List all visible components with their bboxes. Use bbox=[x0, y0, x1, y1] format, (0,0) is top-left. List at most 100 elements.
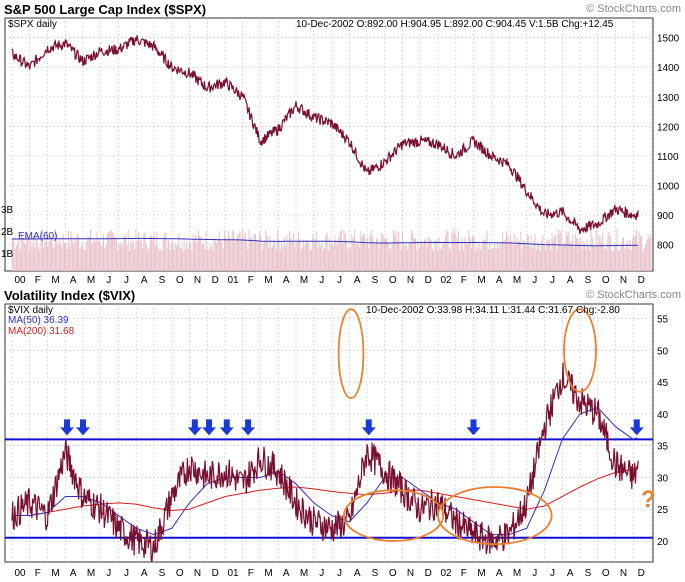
spx-volume-bar bbox=[606, 250, 608, 271]
spx-xtick-label: 00 bbox=[14, 275, 26, 286]
spx-volume-bar bbox=[461, 237, 463, 271]
vix-ma50-line bbox=[12, 407, 638, 536]
vix-xtick-label: 02 bbox=[440, 568, 452, 579]
spx-volume-bar bbox=[586, 239, 588, 271]
spx-volume-bar bbox=[305, 242, 307, 271]
spx-volume-bar bbox=[77, 234, 78, 271]
spx-volume-bar bbox=[14, 248, 16, 271]
spx-volume-tick: 3B bbox=[1, 205, 14, 216]
spx-volume-bar bbox=[23, 241, 25, 271]
spx-volume-bar bbox=[190, 241, 192, 271]
spx-ytick-label: 900 bbox=[657, 211, 674, 222]
spx-volume-bar bbox=[428, 238, 429, 271]
spx-volume-bar bbox=[132, 241, 134, 271]
vix-ytick-label: 50 bbox=[657, 346, 669, 357]
spx-volume-bar bbox=[51, 236, 52, 271]
spx-volume-bar bbox=[166, 247, 168, 271]
spx-volume-bar bbox=[577, 238, 579, 271]
spx-volume-bar bbox=[607, 234, 609, 271]
spx-volume-bar bbox=[317, 248, 319, 271]
spx-volume-bar bbox=[554, 235, 556, 271]
spx-volume-bar bbox=[303, 240, 305, 271]
spx-volume-bar bbox=[160, 249, 162, 271]
spx-volume-bar bbox=[217, 239, 219, 271]
spx-volume-bar bbox=[416, 249, 418, 271]
spx-volume-bar bbox=[105, 245, 107, 271]
spx-volume-bar bbox=[520, 231, 522, 271]
spx-volume-bar bbox=[535, 249, 537, 271]
spx-volume-bar bbox=[179, 247, 181, 271]
spx-volume-bar bbox=[265, 229, 267, 271]
spx-volume-bar bbox=[242, 229, 244, 271]
spx-volume-bar bbox=[480, 249, 481, 271]
spx-volume-bar bbox=[25, 244, 26, 271]
spx-volume-bar bbox=[511, 240, 513, 271]
spx-volume-bar bbox=[142, 248, 143, 271]
spx-volume-bar bbox=[155, 245, 156, 271]
vix-xtick-label: M bbox=[513, 568, 521, 579]
spx-volume-bar bbox=[210, 244, 212, 271]
spx-xtick-label: O bbox=[389, 275, 397, 286]
spx-volume-bar bbox=[525, 246, 527, 271]
spx-volume-bar bbox=[364, 235, 366, 271]
spx-volume-bar bbox=[235, 240, 237, 271]
spx-volume-bar bbox=[67, 230, 69, 271]
spx-xtick-label: A bbox=[496, 275, 503, 286]
spx-volume-bar bbox=[413, 237, 415, 271]
spx-volume-bar bbox=[171, 240, 173, 271]
down-arrow-icon bbox=[629, 419, 644, 436]
spx-volume-bar bbox=[552, 241, 554, 271]
spx-volume-bar bbox=[439, 248, 441, 271]
spx-volume-bar bbox=[376, 238, 377, 271]
spx-volume-bar bbox=[435, 240, 437, 271]
spx-volume-bar bbox=[597, 245, 598, 271]
spx-volume-bar bbox=[279, 250, 281, 271]
spx-volume-bar bbox=[174, 243, 176, 271]
spx-volume-bar bbox=[158, 250, 160, 271]
spx-xtick-label: M bbox=[264, 275, 272, 286]
vix-ma200-label: MA(200) 31.68 bbox=[8, 326, 75, 337]
spx-volume-bar bbox=[451, 232, 453, 271]
spx-volume-bar bbox=[344, 233, 346, 271]
spx-volume-bar bbox=[329, 239, 331, 271]
spx-volume-bar bbox=[460, 244, 462, 271]
spx-volume-bar bbox=[311, 249, 312, 271]
spx-volume-bar bbox=[361, 237, 363, 271]
spx-xtick-label: O bbox=[176, 275, 184, 286]
spx-volume-bar bbox=[444, 236, 446, 271]
spx-volume-bar bbox=[113, 234, 115, 271]
spx-volume-bar bbox=[487, 249, 489, 271]
vix-credit: © StockCharts.com bbox=[586, 289, 681, 301]
spx-volume-bar bbox=[405, 245, 407, 271]
spx-volume-bar bbox=[299, 238, 301, 271]
spx-volume-bar bbox=[60, 243, 62, 271]
spx-volume-bar bbox=[157, 247, 159, 271]
spx-volume-bar bbox=[430, 240, 432, 271]
spx-volume-bar bbox=[226, 240, 228, 271]
spx-volume-bar bbox=[312, 234, 314, 271]
spx-ema-label: EMA(60) bbox=[18, 231, 58, 242]
spx-volume-bar bbox=[287, 244, 289, 271]
spx-volume-bar bbox=[524, 241, 526, 271]
spx-volume-bar bbox=[529, 246, 531, 271]
spx-volume-bar bbox=[307, 239, 309, 271]
vix-title: Volatility Index ($VIX) bbox=[4, 288, 136, 303]
spx-volume-bar bbox=[645, 243, 647, 271]
spx-volume-bar bbox=[304, 245, 306, 271]
spx-volume-bar bbox=[425, 238, 427, 271]
spx-volume-bar bbox=[459, 250, 461, 271]
vix-xtick-label: O bbox=[602, 568, 610, 579]
spx-volume-bar bbox=[486, 230, 488, 271]
spx-volume-bar bbox=[56, 241, 58, 271]
spx-volume-bar bbox=[391, 242, 393, 271]
spx-ytick-label: 1000 bbox=[657, 181, 680, 192]
spx-volume-bar bbox=[502, 233, 504, 271]
spx-xtick-label: A bbox=[354, 275, 361, 286]
spx-volume-bar bbox=[205, 231, 207, 271]
spx-volume-tick: 1B bbox=[1, 249, 14, 260]
spx-volume-bar bbox=[643, 248, 645, 271]
spx-volume-bar bbox=[624, 248, 626, 271]
spx-volume-bar bbox=[136, 240, 138, 271]
spx-volume-bar bbox=[144, 231, 146, 271]
